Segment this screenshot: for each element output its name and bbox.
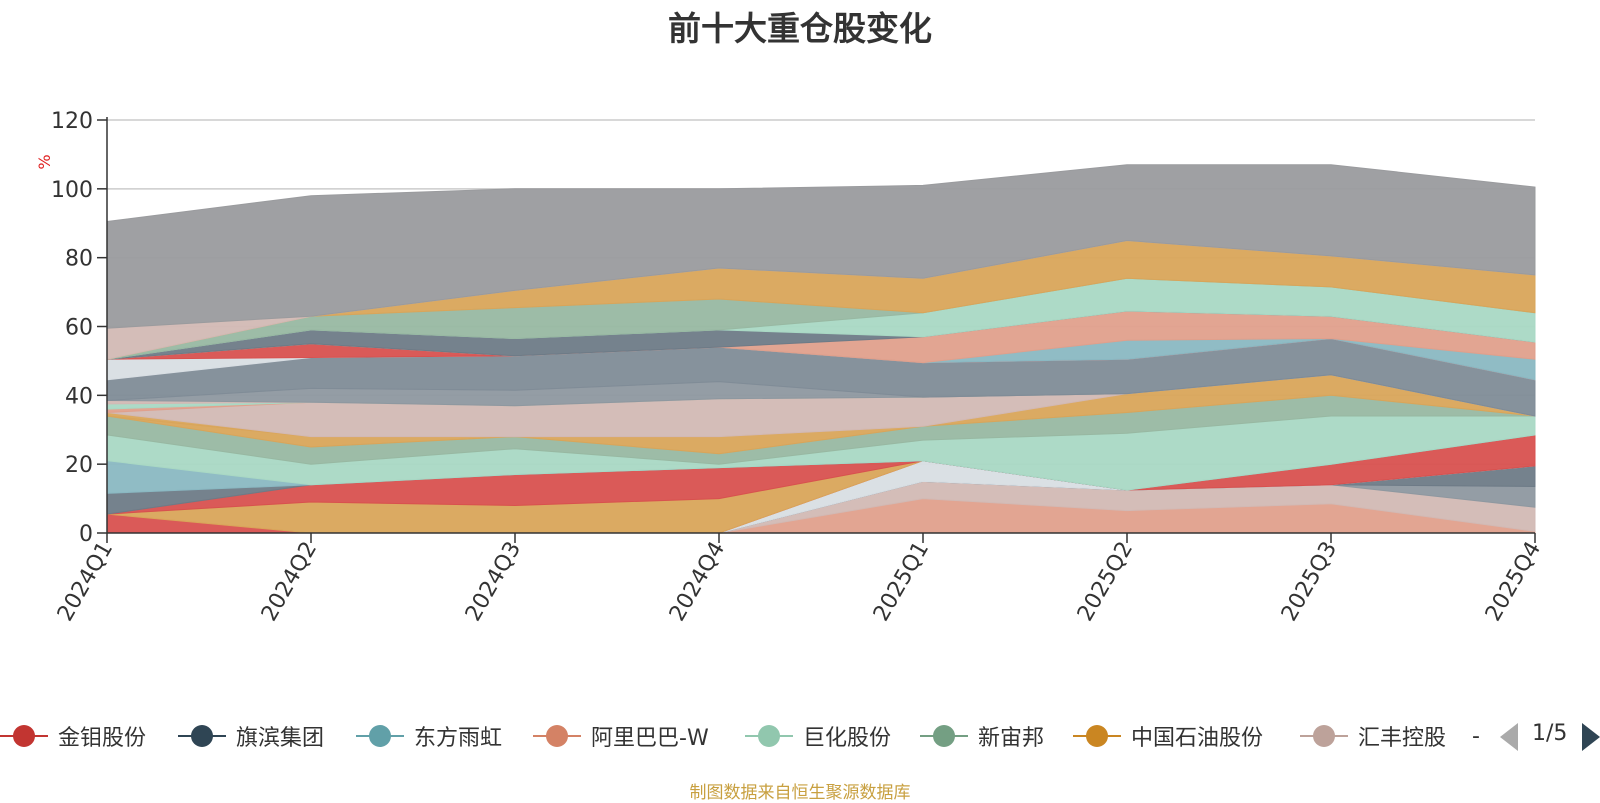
legend-overflow-indicator: - bbox=[1472, 724, 1480, 749]
legend-label: 汇丰控股 bbox=[1358, 726, 1447, 751]
y-tick-label: 40 bbox=[65, 384, 93, 409]
legend-label: 东方雨虹 bbox=[414, 726, 503, 751]
legend-next-page-icon[interactable] bbox=[1582, 723, 1600, 751]
legend-page-indicator: 1/5 bbox=[1532, 721, 1568, 746]
legend-marker-icon bbox=[745, 724, 793, 748]
y-tick-label: 0 bbox=[79, 522, 93, 547]
legend-item[interactable]: 金钼股份 bbox=[0, 718, 146, 754]
legend-label: 金钼股份 bbox=[58, 726, 147, 751]
x-tick-label: 2024Q3 bbox=[461, 538, 526, 626]
legend-prev-page-icon[interactable] bbox=[1500, 723, 1518, 751]
legend-marker-icon bbox=[178, 724, 226, 748]
legend-item[interactable]: 东方雨虹 bbox=[356, 718, 502, 754]
x-tick-label: 2025Q3 bbox=[1277, 538, 1342, 626]
legend-label: 阿里巴巴-W bbox=[591, 726, 709, 751]
chart-title: 前十大重仓股变化 bbox=[668, 9, 932, 48]
x-tick-label: 2024Q2 bbox=[257, 538, 322, 626]
source-note: 制图数据来自恒生聚源数据库 bbox=[689, 783, 911, 803]
legend-marker-icon bbox=[0, 724, 48, 748]
x-tick-label: 2025Q1 bbox=[869, 538, 934, 626]
y-tick-label: 60 bbox=[65, 316, 93, 341]
legend-item[interactable]: 中国石油股份 bbox=[1073, 718, 1263, 754]
legend-marker-icon bbox=[533, 724, 581, 748]
legend-item[interactable]: 汇丰控股 bbox=[1300, 718, 1446, 754]
x-tick-label: 2024Q1 bbox=[53, 538, 118, 626]
y-tick-label: 20 bbox=[65, 453, 93, 478]
x-tick-label: 2024Q4 bbox=[665, 538, 730, 626]
legend-label: 新宙邦 bbox=[978, 726, 1045, 751]
legend-label: 中国石油股份 bbox=[1131, 726, 1264, 751]
legend-item[interactable]: 巨化股份 bbox=[745, 718, 891, 754]
legend: 金钼股份 旗滨集团 东方雨虹 阿里巴巴-W 巨化股份 新宙邦 中国石油股份 汇丰控股 bbox=[0, 718, 1600, 754]
y-tick-label: 80 bbox=[65, 247, 93, 272]
legend-marker-icon bbox=[1073, 724, 1121, 748]
x-tick-label: 2025Q4 bbox=[1481, 538, 1546, 626]
legend-pager: 1/5 bbox=[1500, 718, 1600, 754]
legend-item[interactable]: 旗滨集团 bbox=[178, 718, 324, 754]
area-series-30 bbox=[106, 164, 1536, 329]
y-tick-label: 120 bbox=[51, 109, 93, 134]
legend-marker-icon bbox=[920, 724, 968, 748]
legend-item[interactable]: 阿里巴巴-W bbox=[533, 718, 709, 754]
legend-label: 巨化股份 bbox=[803, 726, 892, 751]
area-series bbox=[106, 164, 1536, 534]
y-axis-unit-label: % bbox=[35, 154, 54, 169]
legend-item[interactable]: 新宙邦 bbox=[920, 718, 1044, 754]
legend-label: 旗滨集团 bbox=[236, 726, 325, 751]
x-tick-label: 2025Q2 bbox=[1073, 538, 1138, 626]
y-tick-label: 100 bbox=[51, 178, 93, 203]
legend-marker-icon bbox=[1300, 724, 1348, 748]
legend-marker-icon bbox=[356, 724, 404, 748]
